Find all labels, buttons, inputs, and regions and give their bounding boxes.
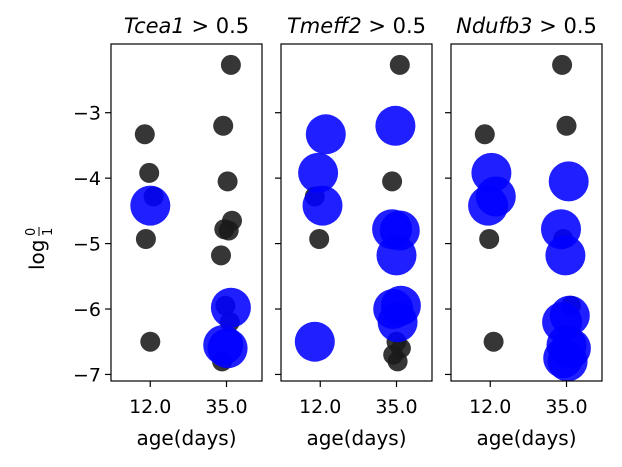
data-point — [140, 331, 161, 352]
x-tick-label: 12.0 — [299, 396, 341, 418]
x-axis-label: age(days) — [136, 426, 236, 450]
data-point — [139, 162, 160, 183]
data-point — [218, 220, 239, 241]
y-axis-label-numerator: 0 — [24, 228, 39, 236]
x-tick-label: 12.0 — [129, 396, 171, 418]
data-point-selected — [294, 321, 335, 362]
data-point-selected — [548, 161, 589, 202]
y-axis-label: log 0 1 — [24, 227, 56, 270]
data-point — [211, 245, 231, 266]
data-point — [382, 171, 403, 192]
y-tick-label: −4 — [73, 168, 101, 190]
panel-frame — [450, 43, 603, 382]
panel-title-condition: > 0.5 — [362, 14, 426, 38]
panel-title: Tmeff2 > 0.5 — [287, 14, 426, 38]
data-point — [387, 351, 408, 372]
data-point — [479, 229, 500, 249]
data-point — [389, 54, 410, 75]
y-axis-label-base: log — [25, 240, 49, 271]
data-point — [556, 115, 577, 136]
panel-title-gene: Ndufb3 — [456, 14, 532, 38]
data-point — [135, 229, 156, 249]
data-point — [552, 54, 573, 75]
data-point-selected — [545, 235, 586, 276]
y-tick-label: −7 — [73, 364, 101, 386]
data-point-selected — [207, 328, 248, 369]
data-point — [309, 229, 330, 249]
panel-title-condition: > 0.5 — [533, 14, 597, 38]
data-point — [474, 124, 495, 145]
data-point-selected — [210, 287, 251, 328]
data-point-selected — [305, 114, 346, 155]
panel-frame — [110, 43, 263, 382]
data-point — [213, 115, 234, 136]
data-point-selected — [130, 185, 171, 226]
data-point-selected — [547, 341, 588, 382]
x-axis-label: age(days) — [306, 426, 406, 450]
y-axis-label-denominator: 1 — [41, 228, 56, 236]
panel-title-gene: Tmeff2 — [287, 14, 362, 38]
data-point-selected — [302, 185, 343, 226]
y-tick-label: −6 — [73, 299, 101, 321]
panel-1: −3 −4 −5 −6 −7 12.0 35.0 age(days) Tcea1 > 0.5 — [73, 14, 263, 450]
x-tick-label: 12.0 — [469, 396, 511, 418]
data-point-selected — [298, 152, 339, 193]
data-point-selected — [376, 235, 417, 276]
data-point-selected — [375, 105, 416, 146]
panel-frame — [280, 43, 433, 382]
x-axis-label: age(days) — [476, 426, 576, 450]
data-point — [483, 331, 504, 352]
y-tick-label: −3 — [73, 103, 101, 125]
panel-title-condition: > 0.5 — [185, 14, 249, 38]
y-tick-label: −5 — [73, 234, 101, 256]
data-point — [220, 54, 241, 75]
x-tick-label: 35.0 — [375, 396, 417, 418]
data-point-selected — [377, 302, 418, 343]
panel-title-gene: Tcea1 — [124, 14, 185, 38]
panel-title: Tcea1 > 0.5 — [124, 14, 249, 38]
data-point — [134, 124, 155, 145]
x-tick-label: 35.0 — [545, 396, 587, 418]
data-point — [217, 171, 238, 192]
x-tick-label: 35.0 — [205, 396, 247, 418]
data-point-selected — [468, 185, 509, 226]
panel-3: 12.0 35.0 age(days) Ndufb3 > 0.5 — [445, 14, 603, 450]
panel-title: Ndufb3 > 0.5 — [456, 14, 597, 38]
panel-2: 12.0 35.0 age(days) Tmeff2 > 0.5 — [275, 14, 433, 450]
